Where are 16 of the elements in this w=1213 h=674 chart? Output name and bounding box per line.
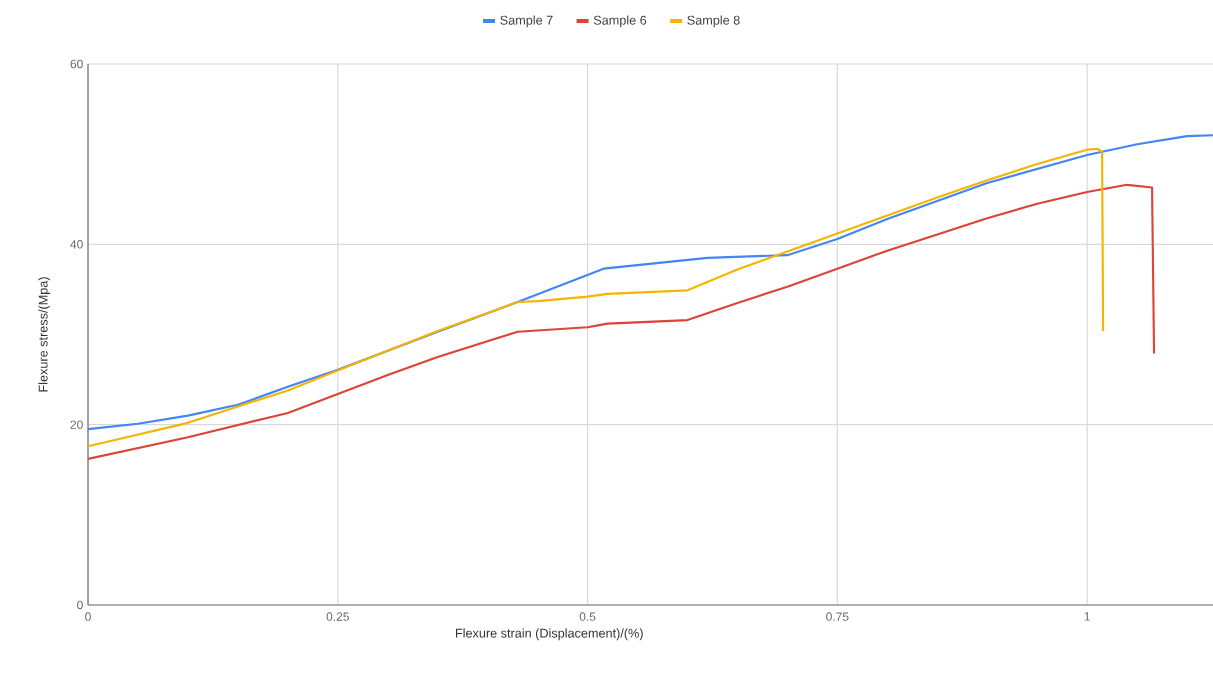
legend-label: Sample 6	[593, 15, 647, 28]
line-series	[88, 134, 1213, 431]
x-tick-label: 0.25	[326, 612, 349, 621]
y-tick-label: 60	[70, 59, 83, 69]
y-tick-label: 40	[70, 240, 83, 249]
y-tick-label: 0	[77, 600, 83, 610]
x-axis-title: Flexure strain (Displacement)/(%)	[455, 628, 643, 641]
line-series	[88, 147, 1105, 448]
y-axis-title: Flexure stress/(Mpa)	[38, 277, 51, 392]
x-tick-label: 0	[85, 612, 91, 621]
x-tick-label: 0.5	[579, 612, 596, 621]
legend-label: Sample 7	[500, 15, 553, 28]
y-tick-label: 20	[70, 420, 83, 429]
x-tick-label: 1	[1084, 612, 1090, 621]
x-tick-label: 0.75	[826, 612, 849, 621]
legend-label: Sample 8	[687, 15, 740, 28]
